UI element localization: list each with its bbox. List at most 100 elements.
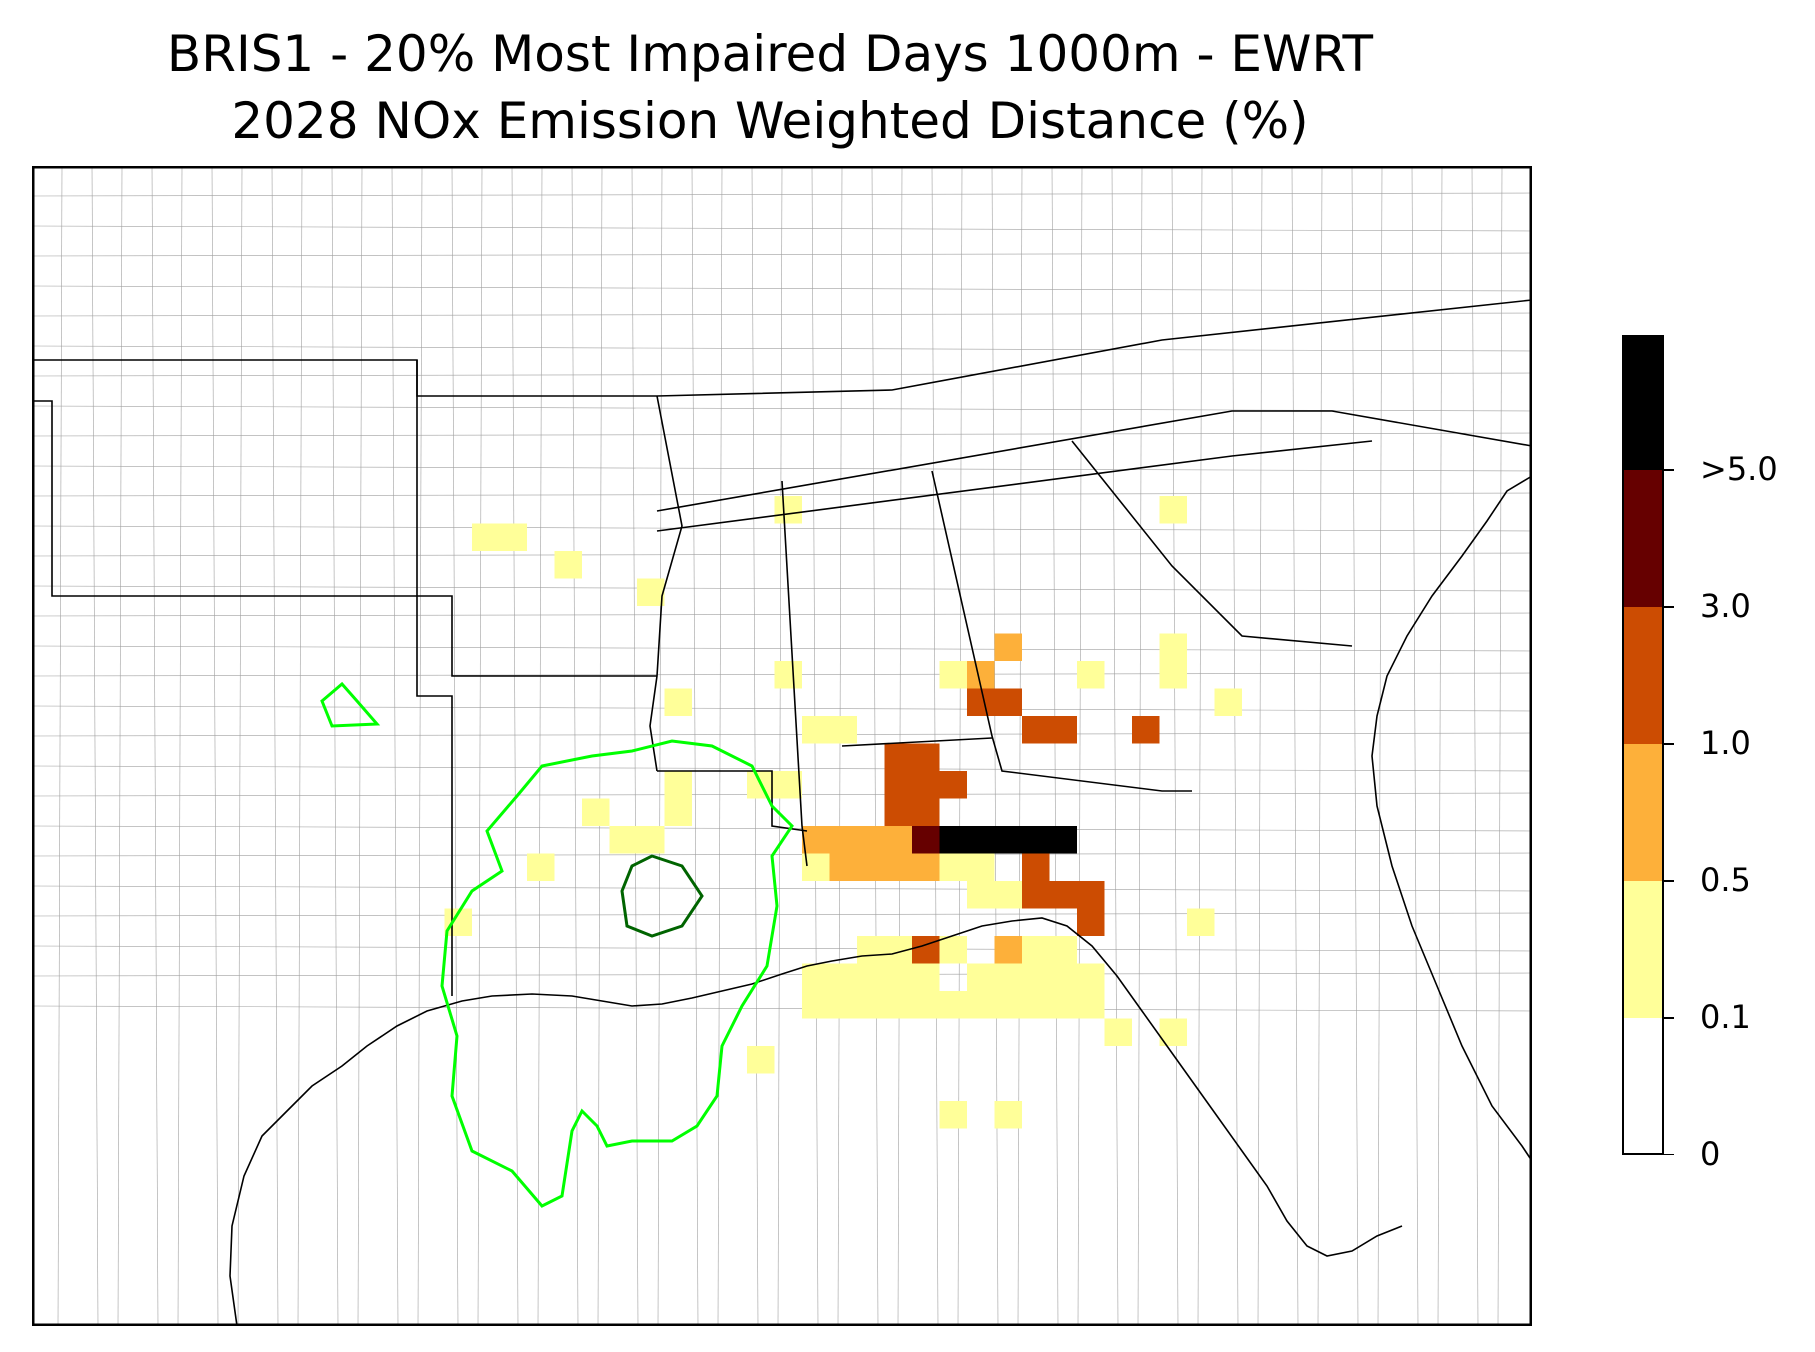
heatmap-cell (1049, 963, 1077, 991)
heatmap-cell (499, 523, 527, 551)
colorbar-tick-label: >5.0 (1700, 450, 1778, 488)
county-grid-line (32, 825, 1532, 832)
heatmap-cell (1159, 496, 1187, 524)
county-grid-line (1317, 166, 1323, 1326)
state-line-4 (649, 395, 683, 772)
county-grid-line (1111, 166, 1119, 1326)
heatmap-cell (1049, 936, 1077, 964)
heatmap-cell (527, 853, 555, 881)
heatmap-cell (884, 853, 912, 881)
county-grid-line (32, 285, 1532, 292)
county-grid-line (32, 192, 1532, 197)
contours (320, 681, 794, 1208)
county-grid-line (1471, 166, 1479, 1326)
heatmap-cell (884, 963, 912, 991)
heatmap-cell (829, 853, 857, 881)
outer-contour-island (320, 681, 381, 728)
heatmap-cell (939, 826, 967, 854)
heatmap-cell (637, 826, 665, 854)
county-grid-line (32, 765, 1532, 772)
county-grid-line (837, 166, 843, 1326)
heatmap-cell (912, 798, 940, 826)
county-grid-line (1437, 166, 1443, 1326)
heatmap-cell (994, 936, 1022, 964)
colorbar (1622, 335, 1674, 1155)
county-grid-line (32, 732, 1532, 737)
heatmap-cell (1187, 908, 1215, 936)
heatmap-cell (747, 1046, 775, 1074)
county-grid-line (1017, 166, 1023, 1326)
heatmap-cell (1214, 688, 1242, 716)
county-grid-line (477, 166, 483, 1326)
heatmap-cell (857, 963, 885, 991)
county-grid-line (32, 585, 1532, 592)
heatmap-cell (939, 853, 967, 881)
heatmap-cell (802, 963, 830, 991)
outer-contour (440, 739, 794, 1208)
heatmap-cell (664, 688, 692, 716)
county-grid-line (871, 166, 879, 1326)
state-line-7 (656, 440, 1373, 532)
heatmap-cell (1159, 633, 1187, 661)
heatmap-cell (857, 826, 885, 854)
heatmap-cell (802, 991, 830, 1019)
heatmap-cell (912, 826, 940, 854)
county-grid-line (1351, 166, 1359, 1326)
county-grid-line (657, 166, 663, 1326)
map-title-line-2: 2028 NOx Emission Weighted Distance (%) (231, 92, 1309, 150)
county-grid-line (511, 166, 519, 1326)
county-grid-line (1171, 166, 1179, 1326)
heatmap-cell (829, 963, 857, 991)
heatmap-cell (609, 826, 637, 854)
heatmap-cell (829, 991, 857, 1019)
heatmap-cell (1159, 661, 1187, 689)
heatmap-cell (1022, 881, 1050, 909)
heatmap-cell (939, 661, 967, 689)
county-grid-line (32, 645, 1532, 652)
state-line-6 (656, 410, 1532, 512)
heatmap-cell (912, 991, 940, 1019)
heatmap-cell (1077, 661, 1105, 689)
county-grid-line (751, 166, 759, 1326)
county-grid-line (32, 945, 1532, 952)
heatmap-cell (939, 991, 967, 1019)
heatmap-cell (912, 853, 940, 881)
county-grid-line (32, 552, 1532, 557)
heatmap-cell (967, 853, 995, 881)
heatmap-cell (884, 771, 912, 799)
heatmap-cell (1022, 853, 1050, 881)
county-grid-line (32, 405, 1532, 412)
heatmap-cell (967, 881, 995, 909)
heatmap-cell (994, 1101, 1022, 1129)
county-grid-line (32, 612, 1532, 617)
heatmap-cell (884, 743, 912, 771)
heatmap-cell (967, 826, 995, 854)
heatmap-cell (637, 578, 665, 606)
colorbar-bin (1623, 607, 1663, 744)
colorbar-ticks (1663, 469, 1674, 1155)
heatmap-cell (1104, 1018, 1132, 1046)
heatmap-cell (829, 716, 857, 744)
colorbar-bins (1623, 335, 1663, 1155)
county-grid-line (32, 525, 1532, 532)
heatmap-cell (1022, 826, 1050, 854)
heatmap-cell (939, 936, 967, 964)
heatmap-cells (444, 496, 1242, 1129)
colorbar-tick-label: 0.1 (1700, 998, 1751, 1036)
state-boundaries (32, 299, 1532, 996)
county-grid-line (1051, 166, 1059, 1326)
gulf-coastline (229, 917, 1403, 1326)
heatmap-cell (1022, 991, 1050, 1019)
heatmap-cell (994, 826, 1022, 854)
county-grid-line (32, 852, 1532, 857)
heatmap-cell (1049, 826, 1077, 854)
county-grid-line (417, 166, 423, 1326)
colorbar-bin (1623, 881, 1663, 1018)
state-line-9 (931, 470, 1192, 792)
heatmap-cell (582, 798, 610, 826)
heatmap-cell (994, 688, 1022, 716)
heatmap-cell (994, 881, 1022, 909)
county-grid-line (1197, 166, 1203, 1326)
county-grid-line (32, 372, 1532, 377)
heatmap-cell (884, 826, 912, 854)
